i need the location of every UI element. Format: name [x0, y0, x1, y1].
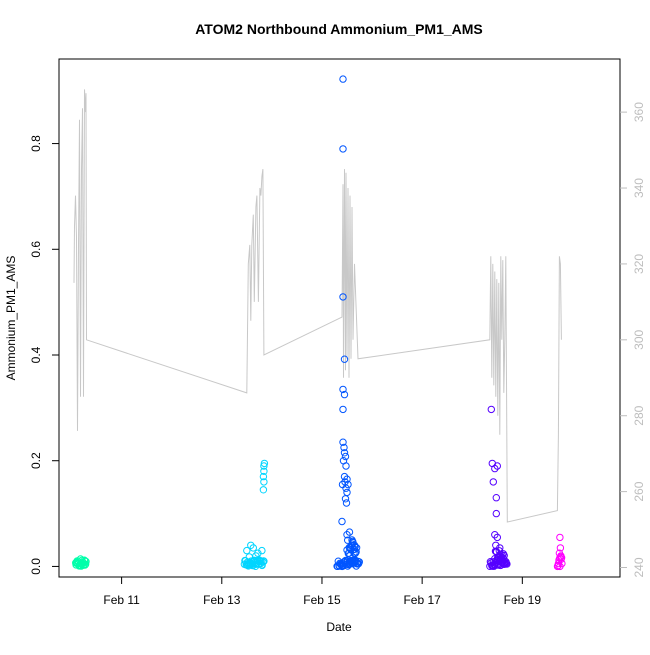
data-point	[352, 544, 361, 552]
data-point	[342, 462, 350, 470]
data-point	[500, 555, 508, 563]
data-point	[76, 555, 85, 563]
data-point	[338, 517, 346, 526]
data-point	[339, 405, 347, 414]
data-point	[339, 145, 347, 153]
data-point	[340, 355, 349, 363]
data-point	[340, 449, 349, 457]
data-point	[556, 544, 565, 552]
data-point	[259, 472, 268, 481]
data-point	[339, 293, 347, 301]
x-tick-label: Feb 17	[403, 593, 441, 607]
data-point	[344, 480, 352, 489]
y-tick-label: 0.8	[29, 135, 43, 152]
data-point	[339, 75, 347, 83]
x-axis-label: Date	[326, 620, 352, 634]
data-point	[254, 549, 262, 557]
y-axis: 0.0 0.2 0.4 0.6 0.8	[29, 135, 59, 575]
points-layer	[72, 75, 566, 571]
data-point	[247, 541, 255, 549]
right-tick-label: 360	[632, 102, 646, 122]
data-point	[249, 544, 258, 552]
data-point	[77, 560, 86, 568]
data-point	[260, 462, 268, 470]
data-point	[556, 533, 564, 542]
x-tick-label: Feb 13	[203, 593, 241, 607]
data-point	[259, 486, 268, 494]
chart-title: ATOM2 Northbound Ammonium_PM1_AMS	[195, 21, 483, 37]
data-point	[343, 488, 351, 497]
data-point	[491, 464, 499, 473]
data-point	[343, 531, 351, 539]
data-point	[492, 509, 500, 518]
data-point	[245, 553, 254, 561]
data-point	[341, 452, 350, 461]
data-point	[557, 552, 565, 560]
data-point	[260, 557, 268, 565]
data-point	[260, 467, 268, 475]
plot-frame	[58, 58, 621, 578]
x-tick-label: Feb 11	[103, 593, 140, 607]
data-point	[81, 561, 89, 569]
data-point	[487, 405, 495, 414]
y-tick-label: 0.0	[29, 558, 43, 575]
data-point	[502, 559, 510, 567]
data-point	[342, 484, 350, 492]
x-axis: Feb 11 Feb 13 Feb 15 Feb 17 Feb 19	[103, 577, 541, 607]
x-tick-label: Feb 15	[303, 593, 341, 607]
right-y-axis: 240 260 280 300 320 340 360	[620, 102, 646, 578]
right-tick-label: 300	[632, 329, 646, 349]
y-tick-label: 0.4	[29, 346, 43, 363]
data-point	[500, 551, 508, 560]
right-tick-label: 320	[632, 254, 646, 274]
data-point	[260, 478, 268, 486]
x-tick-label: Feb 19	[504, 593, 542, 607]
data-point	[493, 533, 501, 542]
data-point	[492, 541, 500, 549]
data-point	[355, 558, 363, 566]
data-point	[258, 546, 266, 555]
data-point	[258, 561, 266, 570]
y-axis-label: Ammonium_PM1_AMS	[4, 256, 18, 381]
data-point	[342, 499, 351, 507]
data-point	[496, 544, 504, 552]
data-point	[345, 544, 354, 552]
data-point	[243, 546, 251, 555]
data-point	[340, 390, 349, 399]
y-tick-label: 0.6	[29, 241, 43, 258]
data-point	[341, 495, 350, 503]
data-point	[260, 459, 269, 468]
data-point	[340, 472, 349, 481]
secondary-line-layer	[73, 89, 562, 523]
data-point	[493, 462, 501, 470]
right-tick-label: 240	[632, 557, 646, 577]
right-tick-label: 340	[632, 178, 646, 198]
secondary-line	[73, 89, 562, 523]
data-point	[349, 538, 357, 547]
y-tick-label: 0.2	[29, 452, 43, 469]
data-point	[558, 559, 566, 568]
right-tick-label: 280	[632, 405, 646, 425]
data-point	[352, 548, 360, 556]
data-point	[489, 478, 497, 486]
data-point	[339, 385, 347, 394]
data-point	[339, 438, 347, 446]
data-point	[492, 494, 500, 502]
right-tick-label: 260	[632, 481, 646, 501]
data-point	[81, 560, 90, 568]
data-point	[340, 443, 348, 452]
data-point	[345, 528, 354, 536]
